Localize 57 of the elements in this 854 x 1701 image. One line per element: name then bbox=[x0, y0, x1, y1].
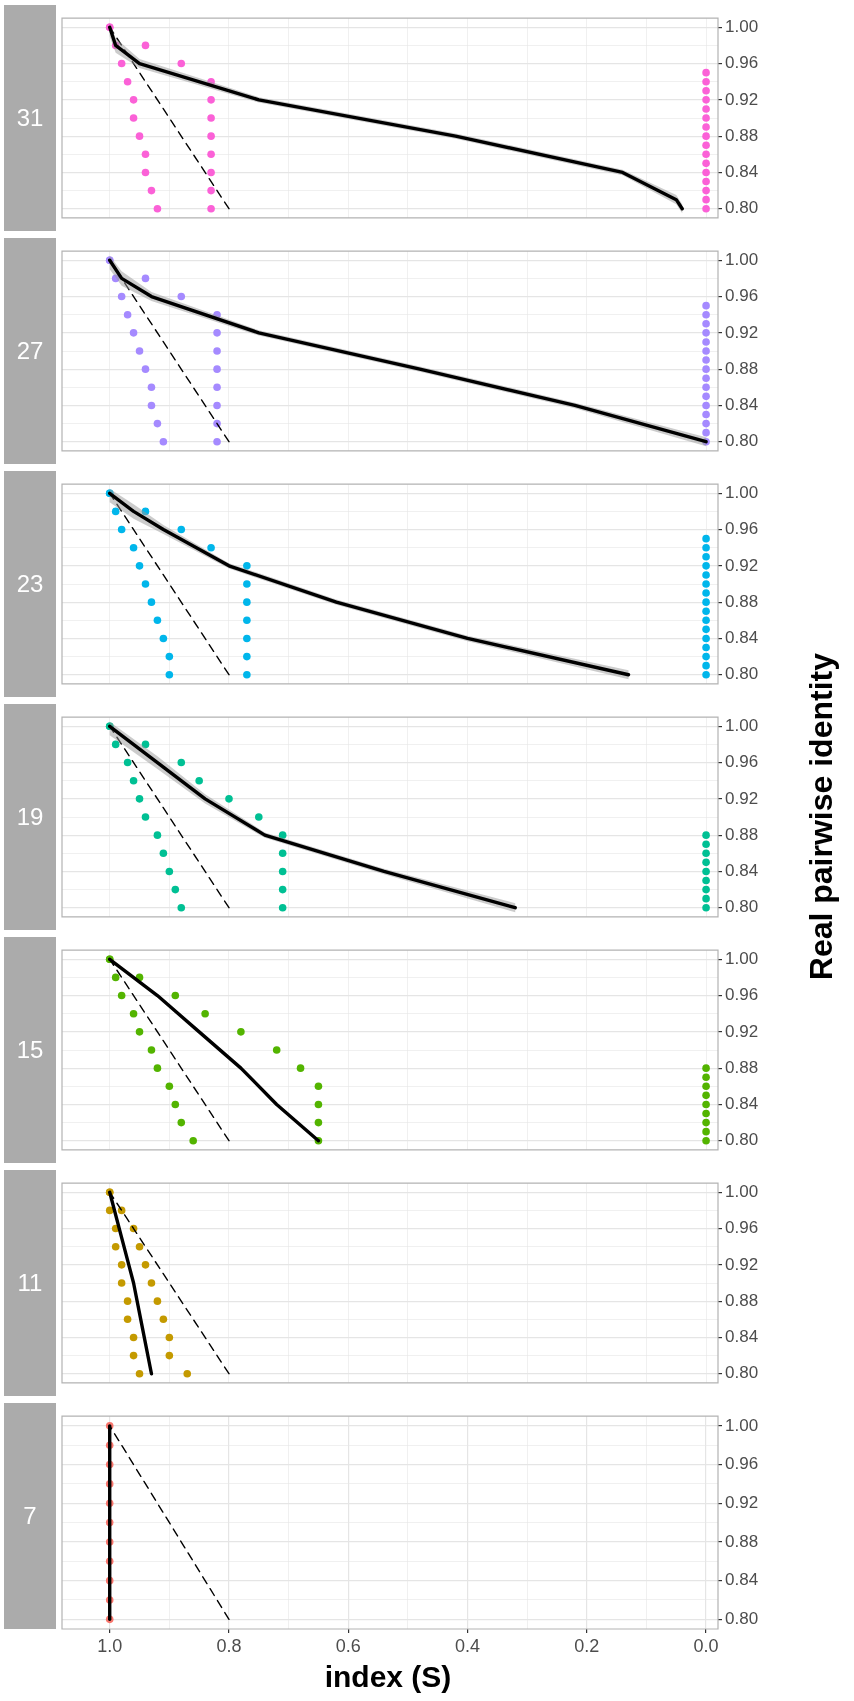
text: 7 bbox=[4, 1403, 56, 1629]
text: 19 bbox=[4, 704, 56, 930]
x-tick-label: 0.4 bbox=[455, 1635, 481, 1656]
y-tick-label: 0.96 bbox=[725, 286, 759, 306]
y-tick-label: 0.84 bbox=[725, 628, 759, 648]
y-tick-label: 1.00 bbox=[725, 16, 759, 36]
y-tick-label: 0.88 bbox=[725, 358, 759, 378]
y-tick-label: 0.96 bbox=[725, 1454, 759, 1474]
y-tick-label: 0.96 bbox=[725, 53, 759, 73]
y-tick-label: 0.80 bbox=[725, 1363, 759, 1383]
y-tick-label: 0.88 bbox=[725, 591, 759, 611]
y-tick-label: 0.92 bbox=[725, 1254, 759, 1274]
y-tick-label: 0.92 bbox=[725, 1492, 759, 1512]
y-tick-label: 0.88 bbox=[725, 1290, 759, 1310]
x-tick-label: 0.8 bbox=[216, 1635, 242, 1656]
y-tick-label: 0.88 bbox=[725, 125, 759, 145]
y-tick-label: 0.84 bbox=[725, 162, 759, 182]
y-tick-label: 0.80 bbox=[725, 1609, 759, 1629]
y-tick-label: 1.00 bbox=[725, 948, 759, 968]
y-tick-label: 0.92 bbox=[725, 1021, 759, 1041]
y-tick-label: 0.96 bbox=[725, 519, 759, 539]
x-tick-label: 1.0 bbox=[97, 1635, 123, 1656]
y-tick-label: 0.88 bbox=[725, 824, 759, 844]
text: 23 bbox=[4, 471, 56, 697]
y-tick-label: 0.96 bbox=[725, 1218, 759, 1238]
text: 11 bbox=[4, 1170, 56, 1396]
text: 27 bbox=[4, 238, 56, 464]
y-tick-label: 0.80 bbox=[725, 198, 759, 218]
y-tick-label: 0.88 bbox=[725, 1057, 759, 1077]
y-tick-label: 1.00 bbox=[725, 482, 759, 502]
text: 15 bbox=[4, 937, 56, 1163]
y-tick-label: 0.80 bbox=[725, 1130, 759, 1150]
y-tick-label: 0.84 bbox=[725, 861, 759, 881]
y-tick-label: 0.92 bbox=[725, 322, 759, 342]
y-tick-label: 0.80 bbox=[725, 664, 759, 684]
y-tick-label: 1.00 bbox=[725, 715, 759, 735]
y-tick-label: 0.96 bbox=[725, 752, 759, 772]
y-tick-label: 1.00 bbox=[725, 1415, 759, 1435]
y-tick-label: 0.92 bbox=[725, 89, 759, 109]
y-tick-label: 0.96 bbox=[725, 985, 759, 1005]
y-tick-label: 0.88 bbox=[725, 1531, 759, 1551]
y-tick-label: 0.84 bbox=[725, 395, 759, 415]
y-tick-label: 0.92 bbox=[725, 555, 759, 575]
y-tick-label: 0.80 bbox=[725, 897, 759, 917]
y-tick-label: 0.84 bbox=[725, 1327, 759, 1347]
y-tick-label: 0.84 bbox=[725, 1094, 759, 1114]
y-axis-title: Real pairwise identity bbox=[802, 653, 840, 981]
y-tick-label: 1.00 bbox=[725, 1181, 759, 1201]
y-tick-label: 0.92 bbox=[725, 788, 759, 808]
x-tick-label: 0.2 bbox=[574, 1635, 600, 1656]
y-tick-label: 0.84 bbox=[725, 1570, 759, 1590]
x-axis-title: index (S) bbox=[323, 1660, 453, 1694]
x-tick-label: 0.6 bbox=[335, 1635, 361, 1656]
text: 31 bbox=[4, 5, 56, 231]
y-tick-label: 1.00 bbox=[725, 249, 759, 269]
y-tick-label: 0.80 bbox=[725, 431, 759, 451]
x-tick-label: 0.0 bbox=[693, 1635, 719, 1656]
